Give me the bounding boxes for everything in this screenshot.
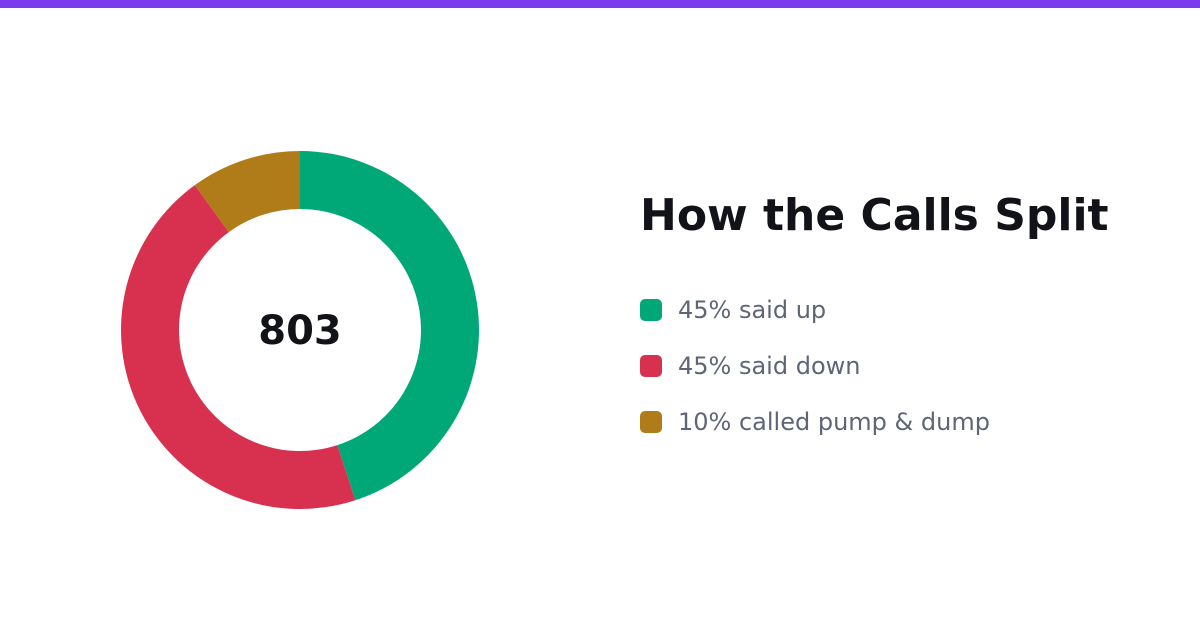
chart-title: How the Calls Split	[640, 190, 1109, 241]
legend-label: 45% said down	[678, 352, 861, 380]
legend-item: 45% said down	[640, 346, 990, 386]
legend-swatch	[640, 411, 662, 433]
donut-slice	[300, 151, 479, 501]
legend-item: 10% called pump & dump	[640, 402, 990, 442]
top-accent-bar	[0, 0, 1200, 8]
donut-slice	[121, 185, 356, 509]
chart-legend: 45% said up 45% said down 10% called pump …	[640, 290, 990, 458]
legend-swatch	[640, 299, 662, 321]
legend-label: 10% called pump & dump	[678, 408, 990, 436]
legend-item: 45% said up	[640, 290, 990, 330]
legend-label: 45% said up	[678, 296, 827, 324]
donut-chart: 803	[100, 130, 500, 530]
legend-swatch	[640, 355, 662, 377]
donut-slice	[194, 151, 300, 233]
donut-center-total: 803	[258, 308, 342, 354]
donut-slices	[121, 151, 479, 509]
donut-chart-svg: 803	[121, 151, 479, 509]
